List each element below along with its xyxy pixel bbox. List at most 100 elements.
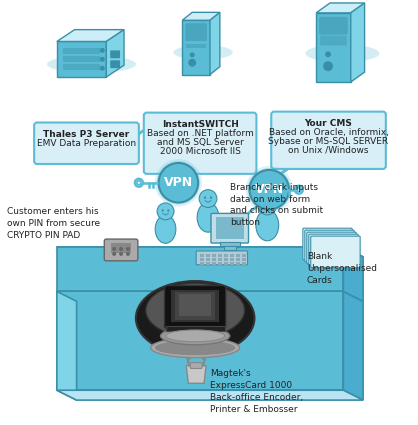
Text: Based on Oracle, informix,: Based on Oracle, informix,: [268, 128, 389, 137]
Circle shape: [157, 161, 200, 204]
Polygon shape: [57, 247, 363, 257]
Bar: [220, 242, 240, 246]
Text: Blank
Unpersonalised
Cards: Blank Unpersonalised Cards: [307, 252, 377, 284]
Circle shape: [188, 59, 196, 67]
Polygon shape: [57, 30, 124, 42]
Bar: [212, 254, 216, 257]
Circle shape: [112, 252, 116, 256]
Polygon shape: [316, 13, 351, 82]
Text: on Unix /Windows: on Unix /Windows: [288, 146, 369, 155]
Polygon shape: [63, 56, 100, 62]
Bar: [166, 326, 225, 331]
Circle shape: [112, 247, 116, 251]
Circle shape: [126, 252, 130, 256]
Ellipse shape: [305, 45, 380, 62]
Bar: [236, 254, 240, 257]
Circle shape: [323, 61, 333, 71]
Bar: [206, 262, 210, 265]
FancyBboxPatch shape: [305, 230, 354, 262]
FancyBboxPatch shape: [271, 112, 386, 169]
Text: InstantSWITCH: InstantSWITCH: [162, 120, 239, 129]
Text: Magtek's
ExpressCard 1000
Back-office Encoder,
Printer & Embosser: Magtek's ExpressCard 1000 Back-office En…: [210, 369, 303, 414]
Text: Thales P3 Server: Thales P3 Server: [43, 130, 130, 139]
Bar: [200, 258, 204, 261]
Polygon shape: [351, 3, 364, 82]
Bar: [242, 262, 245, 265]
FancyBboxPatch shape: [307, 232, 356, 264]
Bar: [224, 246, 236, 250]
Bar: [179, 295, 211, 316]
Polygon shape: [343, 247, 363, 301]
Circle shape: [199, 190, 217, 207]
Ellipse shape: [256, 210, 279, 241]
Circle shape: [247, 168, 291, 211]
Bar: [224, 254, 228, 257]
Ellipse shape: [197, 203, 219, 232]
Text: Based on .NET platform: Based on .NET platform: [147, 129, 253, 138]
Circle shape: [100, 48, 105, 53]
Text: Sybase or MS-SQL SERVER: Sybase or MS-SQL SERVER: [268, 137, 389, 146]
Text: EMV Data Preparation: EMV Data Preparation: [37, 139, 136, 148]
Bar: [176, 292, 215, 320]
Bar: [206, 254, 210, 257]
Bar: [230, 254, 234, 257]
FancyBboxPatch shape: [190, 363, 202, 368]
Text: Customer enters his
own PIN from secure
CRYPTO PIN PAD: Customer enters his own PIN from secure …: [8, 207, 101, 240]
Circle shape: [158, 163, 198, 203]
Circle shape: [157, 203, 174, 220]
Circle shape: [269, 203, 272, 206]
Polygon shape: [57, 292, 76, 400]
FancyBboxPatch shape: [196, 251, 247, 265]
FancyBboxPatch shape: [309, 234, 358, 266]
Bar: [236, 258, 240, 261]
Bar: [212, 258, 216, 261]
Ellipse shape: [151, 338, 240, 357]
Ellipse shape: [47, 55, 136, 73]
Circle shape: [162, 209, 164, 212]
Text: Your CMS: Your CMS: [305, 119, 352, 128]
Polygon shape: [57, 42, 106, 77]
Polygon shape: [210, 12, 220, 75]
Polygon shape: [63, 64, 100, 70]
Circle shape: [119, 247, 123, 251]
Circle shape: [167, 209, 169, 212]
FancyBboxPatch shape: [165, 286, 226, 329]
Circle shape: [155, 159, 202, 207]
Polygon shape: [63, 48, 100, 54]
Polygon shape: [57, 292, 343, 390]
Circle shape: [258, 196, 277, 215]
Circle shape: [190, 52, 195, 57]
Bar: [242, 254, 245, 257]
Bar: [186, 44, 206, 48]
Bar: [212, 262, 216, 265]
FancyBboxPatch shape: [144, 113, 256, 174]
Text: Branch clerk inputs
data on web form
and clicks on submit
button: Branch clerk inputs data on web form and…: [230, 183, 323, 227]
Circle shape: [100, 57, 105, 62]
Ellipse shape: [155, 215, 176, 243]
Text: 2000 Microsoft IIS: 2000 Microsoft IIS: [160, 147, 240, 156]
Ellipse shape: [166, 330, 225, 342]
FancyBboxPatch shape: [34, 122, 139, 164]
Circle shape: [245, 166, 293, 213]
Bar: [216, 217, 244, 239]
Polygon shape: [57, 247, 343, 292]
FancyBboxPatch shape: [319, 17, 348, 34]
FancyBboxPatch shape: [110, 51, 120, 58]
Ellipse shape: [136, 281, 255, 355]
Ellipse shape: [173, 45, 233, 60]
Circle shape: [263, 203, 265, 206]
Polygon shape: [106, 30, 124, 77]
Bar: [224, 262, 228, 265]
Bar: [224, 258, 228, 261]
FancyBboxPatch shape: [185, 23, 207, 41]
Bar: [218, 258, 222, 261]
Polygon shape: [182, 20, 210, 75]
Bar: [111, 243, 131, 253]
FancyBboxPatch shape: [303, 228, 352, 260]
Circle shape: [250, 170, 289, 210]
FancyBboxPatch shape: [104, 239, 138, 261]
Polygon shape: [182, 12, 220, 20]
Polygon shape: [186, 366, 206, 383]
Ellipse shape: [161, 327, 230, 345]
Bar: [200, 262, 204, 265]
